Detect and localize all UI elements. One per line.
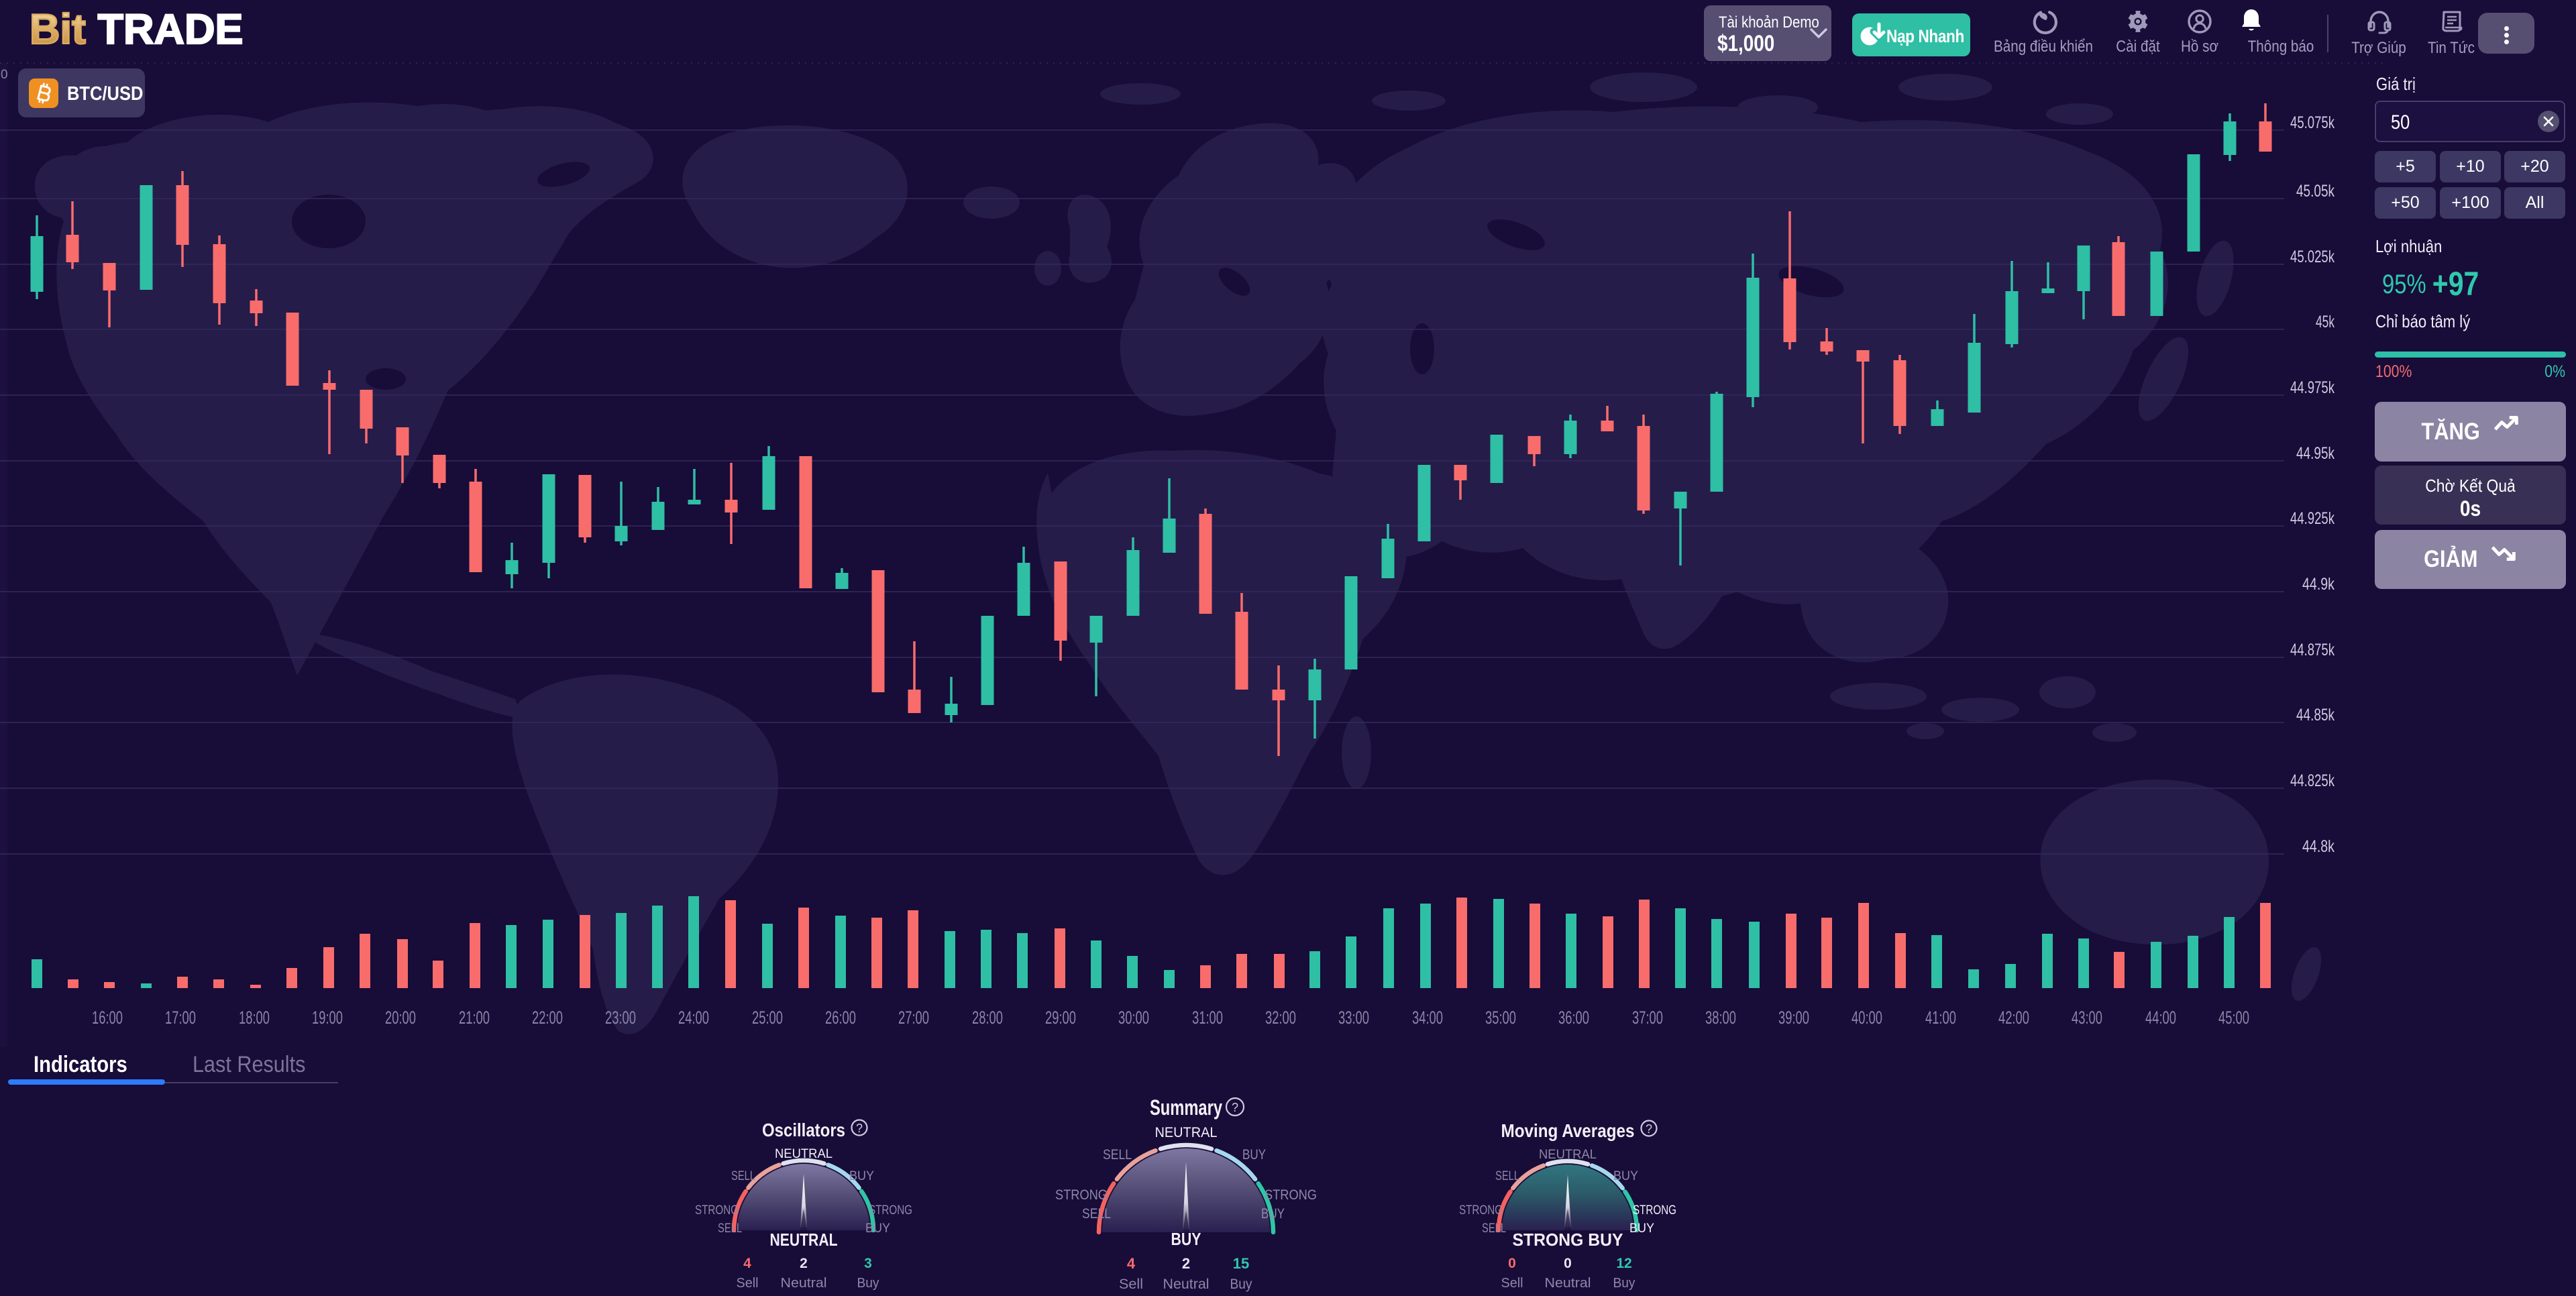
svg-text:Neutral: Neutral: [781, 1276, 827, 1291]
svg-text:BUY: BUY: [865, 1222, 890, 1236]
svg-text:45.05k: 45.05k: [2296, 182, 2334, 201]
svg-text:4: 4: [1127, 1255, 1136, 1272]
svg-text:Buy: Buy: [1613, 1276, 1635, 1291]
svg-text:39:00: 39:00: [1778, 1008, 1809, 1028]
svg-text:SELL: SELL: [1103, 1147, 1132, 1163]
svg-text:45k: 45k: [2316, 313, 2334, 331]
svg-text:44.975k: 44.975k: [2290, 378, 2334, 397]
svg-text:STRONG: STRONG: [1265, 1187, 1317, 1203]
svg-text:25:00: 25:00: [752, 1008, 783, 1028]
svg-text:Oscillators: Oscillators: [762, 1120, 845, 1140]
svg-text:37:00: 37:00: [1632, 1008, 1663, 1028]
svg-text:21:00: 21:00: [459, 1008, 490, 1028]
svg-text:43:00: 43:00: [2072, 1008, 2102, 1028]
svg-text:22:00: 22:00: [532, 1008, 563, 1028]
svg-text:?: ?: [856, 1122, 863, 1135]
svg-text:29:00: 29:00: [1045, 1008, 1076, 1028]
svg-text:33:00: 33:00: [1338, 1008, 1369, 1028]
svg-text:STRONG: STRONG: [695, 1203, 739, 1218]
svg-text:STRONG BUY: STRONG BUY: [1513, 1230, 1623, 1250]
svg-text:SELL: SELL: [718, 1222, 742, 1236]
svg-text:15: 15: [1233, 1255, 1249, 1272]
svg-text:BUY: BUY: [1171, 1229, 1201, 1249]
svg-text:STRONG: STRONG: [1459, 1203, 1503, 1218]
svg-text:NEUTRAL: NEUTRAL: [1539, 1148, 1597, 1162]
svg-text:0: 0: [1, 68, 8, 82]
svg-text:44.95k: 44.95k: [2296, 444, 2334, 463]
svg-text:4: 4: [743, 1256, 751, 1271]
svg-text:3: 3: [864, 1256, 872, 1271]
svg-text:34:00: 34:00: [1412, 1008, 1443, 1028]
svg-text:24:00: 24:00: [678, 1008, 709, 1028]
svg-text:BUY: BUY: [1261, 1206, 1285, 1222]
svg-text:Buy: Buy: [1230, 1277, 1252, 1292]
svg-text:NEUTRAL: NEUTRAL: [775, 1147, 833, 1161]
svg-text:44.825k: 44.825k: [2290, 771, 2334, 790]
svg-text:12: 12: [1616, 1256, 1631, 1271]
svg-text:Sell: Sell: [1501, 1276, 1523, 1291]
svg-text:STRONG: STRONG: [869, 1203, 912, 1218]
svg-text:BUY: BUY: [1629, 1222, 1654, 1236]
svg-text:16:00: 16:00: [92, 1008, 123, 1028]
svg-text:32:00: 32:00: [1265, 1008, 1296, 1028]
svg-text:44.85k: 44.85k: [2296, 706, 2334, 724]
svg-text:41:00: 41:00: [1925, 1008, 1956, 1028]
svg-text:Sell: Sell: [1119, 1277, 1143, 1292]
svg-text:36:00: 36:00: [1558, 1008, 1589, 1028]
svg-text:Neutral: Neutral: [1545, 1276, 1591, 1291]
svg-text:30:00: 30:00: [1118, 1008, 1149, 1028]
svg-text:2: 2: [800, 1256, 808, 1271]
svg-text:45.025k: 45.025k: [2290, 248, 2334, 266]
svg-text:31:00: 31:00: [1192, 1008, 1223, 1028]
svg-text:26:00: 26:00: [825, 1008, 856, 1028]
svg-text:44.9k: 44.9k: [2302, 575, 2334, 594]
svg-text:Buy: Buy: [857, 1276, 879, 1291]
svg-text:SELL: SELL: [1082, 1206, 1111, 1222]
svg-text:NEUTRAL: NEUTRAL: [770, 1230, 838, 1250]
svg-text:?: ?: [1232, 1101, 1238, 1114]
svg-text:0: 0: [1564, 1256, 1572, 1271]
svg-text:SELL: SELL: [731, 1169, 755, 1183]
svg-text:BUY: BUY: [1242, 1147, 1266, 1163]
svg-text:Summary: Summary: [1150, 1095, 1222, 1120]
svg-text:STRONG: STRONG: [1633, 1203, 1676, 1218]
svg-text:Sell: Sell: [737, 1276, 759, 1291]
svg-text:38:00: 38:00: [1705, 1008, 1736, 1028]
svg-text:27:00: 27:00: [898, 1008, 929, 1028]
svg-text:BUY: BUY: [849, 1169, 874, 1183]
svg-text:35:00: 35:00: [1485, 1008, 1516, 1028]
svg-text:Neutral: Neutral: [1163, 1277, 1210, 1292]
svg-text:NEUTRAL: NEUTRAL: [1155, 1125, 1218, 1140]
svg-text:45.075k: 45.075k: [2290, 113, 2334, 132]
svg-text:18:00: 18:00: [239, 1008, 270, 1028]
svg-text:44.925k: 44.925k: [2290, 509, 2334, 528]
svg-text:44:00: 44:00: [2145, 1008, 2176, 1028]
svg-text:0: 0: [1508, 1256, 1516, 1271]
svg-text:42:00: 42:00: [1998, 1008, 2029, 1028]
svg-text:44.875k: 44.875k: [2290, 641, 2334, 659]
svg-text:Moving Averages: Moving Averages: [1501, 1120, 1635, 1141]
svg-text:44.8k: 44.8k: [2302, 837, 2334, 856]
svg-text:45:00: 45:00: [2218, 1008, 2249, 1028]
svg-text:17:00: 17:00: [165, 1008, 196, 1028]
svg-text:28:00: 28:00: [972, 1008, 1003, 1028]
svg-text:20:00: 20:00: [385, 1008, 416, 1028]
svg-text:19:00: 19:00: [312, 1008, 343, 1028]
svg-text:23:00: 23:00: [605, 1008, 636, 1028]
svg-text:BUY: BUY: [1613, 1169, 1638, 1183]
svg-text:?: ?: [1646, 1122, 1652, 1136]
svg-text:SELL: SELL: [1482, 1222, 1506, 1236]
svg-text:SELL: SELL: [1495, 1169, 1519, 1183]
svg-text:2: 2: [1182, 1255, 1190, 1272]
svg-text:40:00: 40:00: [1851, 1008, 1882, 1028]
svg-text:STRONG: STRONG: [1055, 1187, 1108, 1203]
